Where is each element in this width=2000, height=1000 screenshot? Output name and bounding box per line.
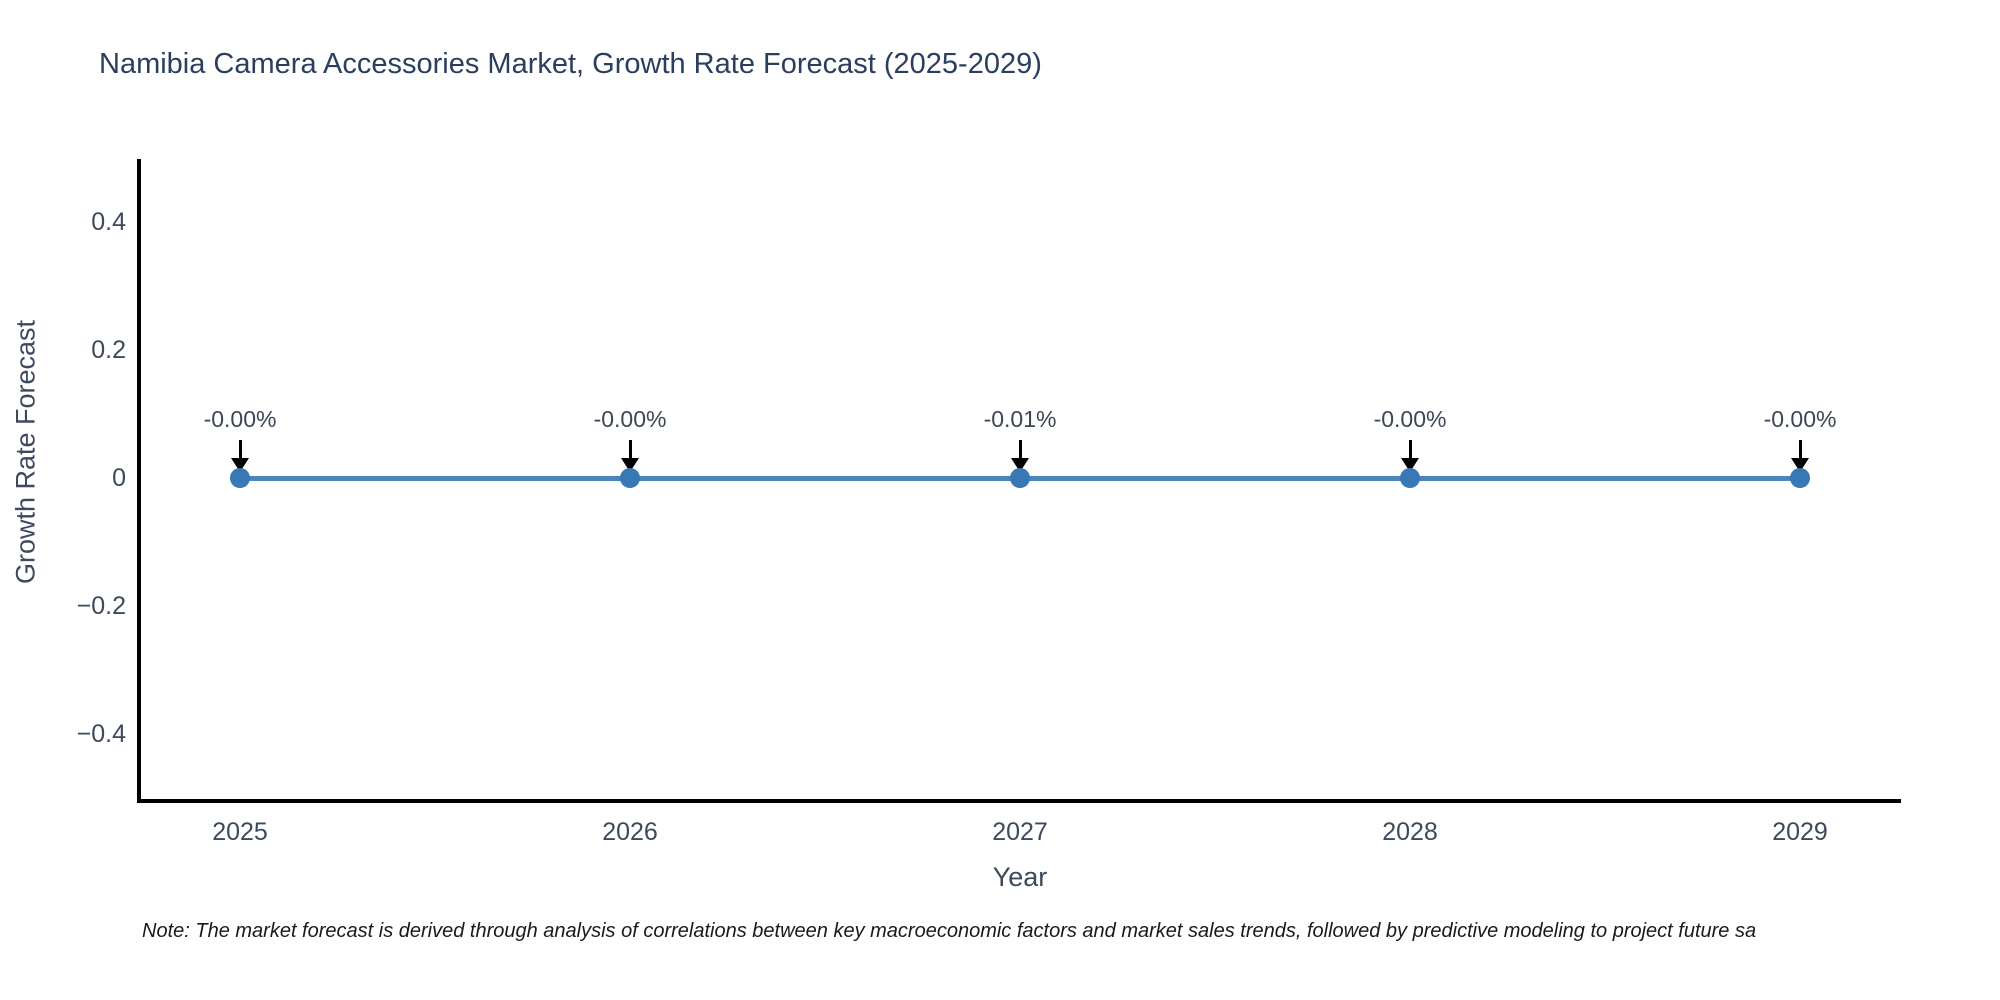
data-point-marker	[1010, 468, 1030, 488]
x-tick-label: 2025	[212, 818, 268, 846]
data-point-marker	[1400, 468, 1420, 488]
point-annotation: -0.01%	[983, 406, 1057, 432]
chart-footnote: Note: The market forecast is derived thr…	[142, 920, 1757, 942]
point-annotation: -0.00%	[203, 406, 277, 432]
chart-title: Namibia Camera Accessories Market, Growt…	[99, 48, 1042, 80]
data-point-marker	[620, 468, 640, 488]
point-annotation: -0.00%	[1763, 406, 1837, 432]
y-tick-label: −0.2	[76, 592, 126, 620]
x-tick-label: 2027	[992, 818, 1048, 846]
down-arrow-icon	[1409, 440, 1412, 462]
data-point-marker	[1790, 468, 1810, 488]
data-point-marker	[230, 468, 250, 488]
x-axis-line	[137, 799, 1901, 803]
y-axis-line	[137, 159, 141, 803]
y-tick-label: 0	[112, 464, 126, 492]
point-annotation: -0.00%	[1373, 406, 1447, 432]
down-arrow-icon	[1019, 440, 1022, 462]
y-tick-label: 0.2	[91, 336, 126, 364]
x-tick-label: 2029	[1772, 818, 1828, 846]
point-annotation: -0.00%	[593, 406, 667, 432]
down-arrow-icon	[1799, 440, 1802, 462]
x-tick-label: 2026	[602, 818, 658, 846]
y-tick-label: −0.4	[76, 720, 126, 748]
down-arrow-icon	[239, 440, 242, 462]
x-axis-title: Year	[992, 862, 1048, 892]
down-arrow-icon	[629, 440, 632, 462]
x-tick-label: 2028	[1382, 818, 1438, 846]
y-tick-label: 0.4	[91, 208, 126, 236]
